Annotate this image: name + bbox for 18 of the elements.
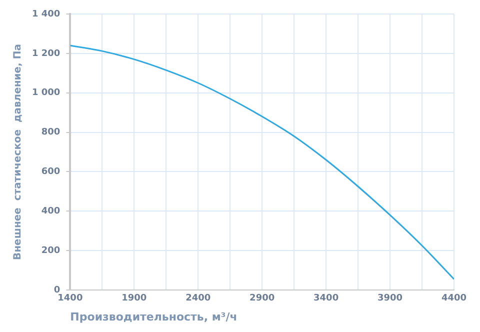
y-tick-label: 1 400 — [32, 9, 60, 20]
x-tick-label: 1400 — [58, 294, 83, 304]
y-axis-title: Внешнее статическое давление, Па — [12, 44, 24, 260]
x-tick-label: 2400 — [186, 294, 211, 304]
y-tick-label: 600 — [41, 167, 60, 178]
x-tick-label: 3400 — [314, 294, 339, 304]
y-tick-label: 800 — [41, 128, 60, 138]
y-tick-label: 400 — [41, 206, 60, 216]
x-tick-label: 2900 — [250, 294, 275, 304]
y-tick-label: 200 — [41, 246, 60, 256]
line-series — [70, 44, 454, 280]
x-axis-title: Производительность, м³/ч — [70, 310, 238, 324]
y-tick-label: 1 000 — [32, 88, 60, 98]
y-tick-label: 0 — [54, 285, 60, 296]
x-tick-label: 1900 — [122, 294, 147, 304]
x-tick-label: 4400 — [441, 294, 467, 304]
y-tick-label: 1 200 — [32, 48, 60, 59]
x-tick-label: 3900 — [378, 294, 403, 304]
